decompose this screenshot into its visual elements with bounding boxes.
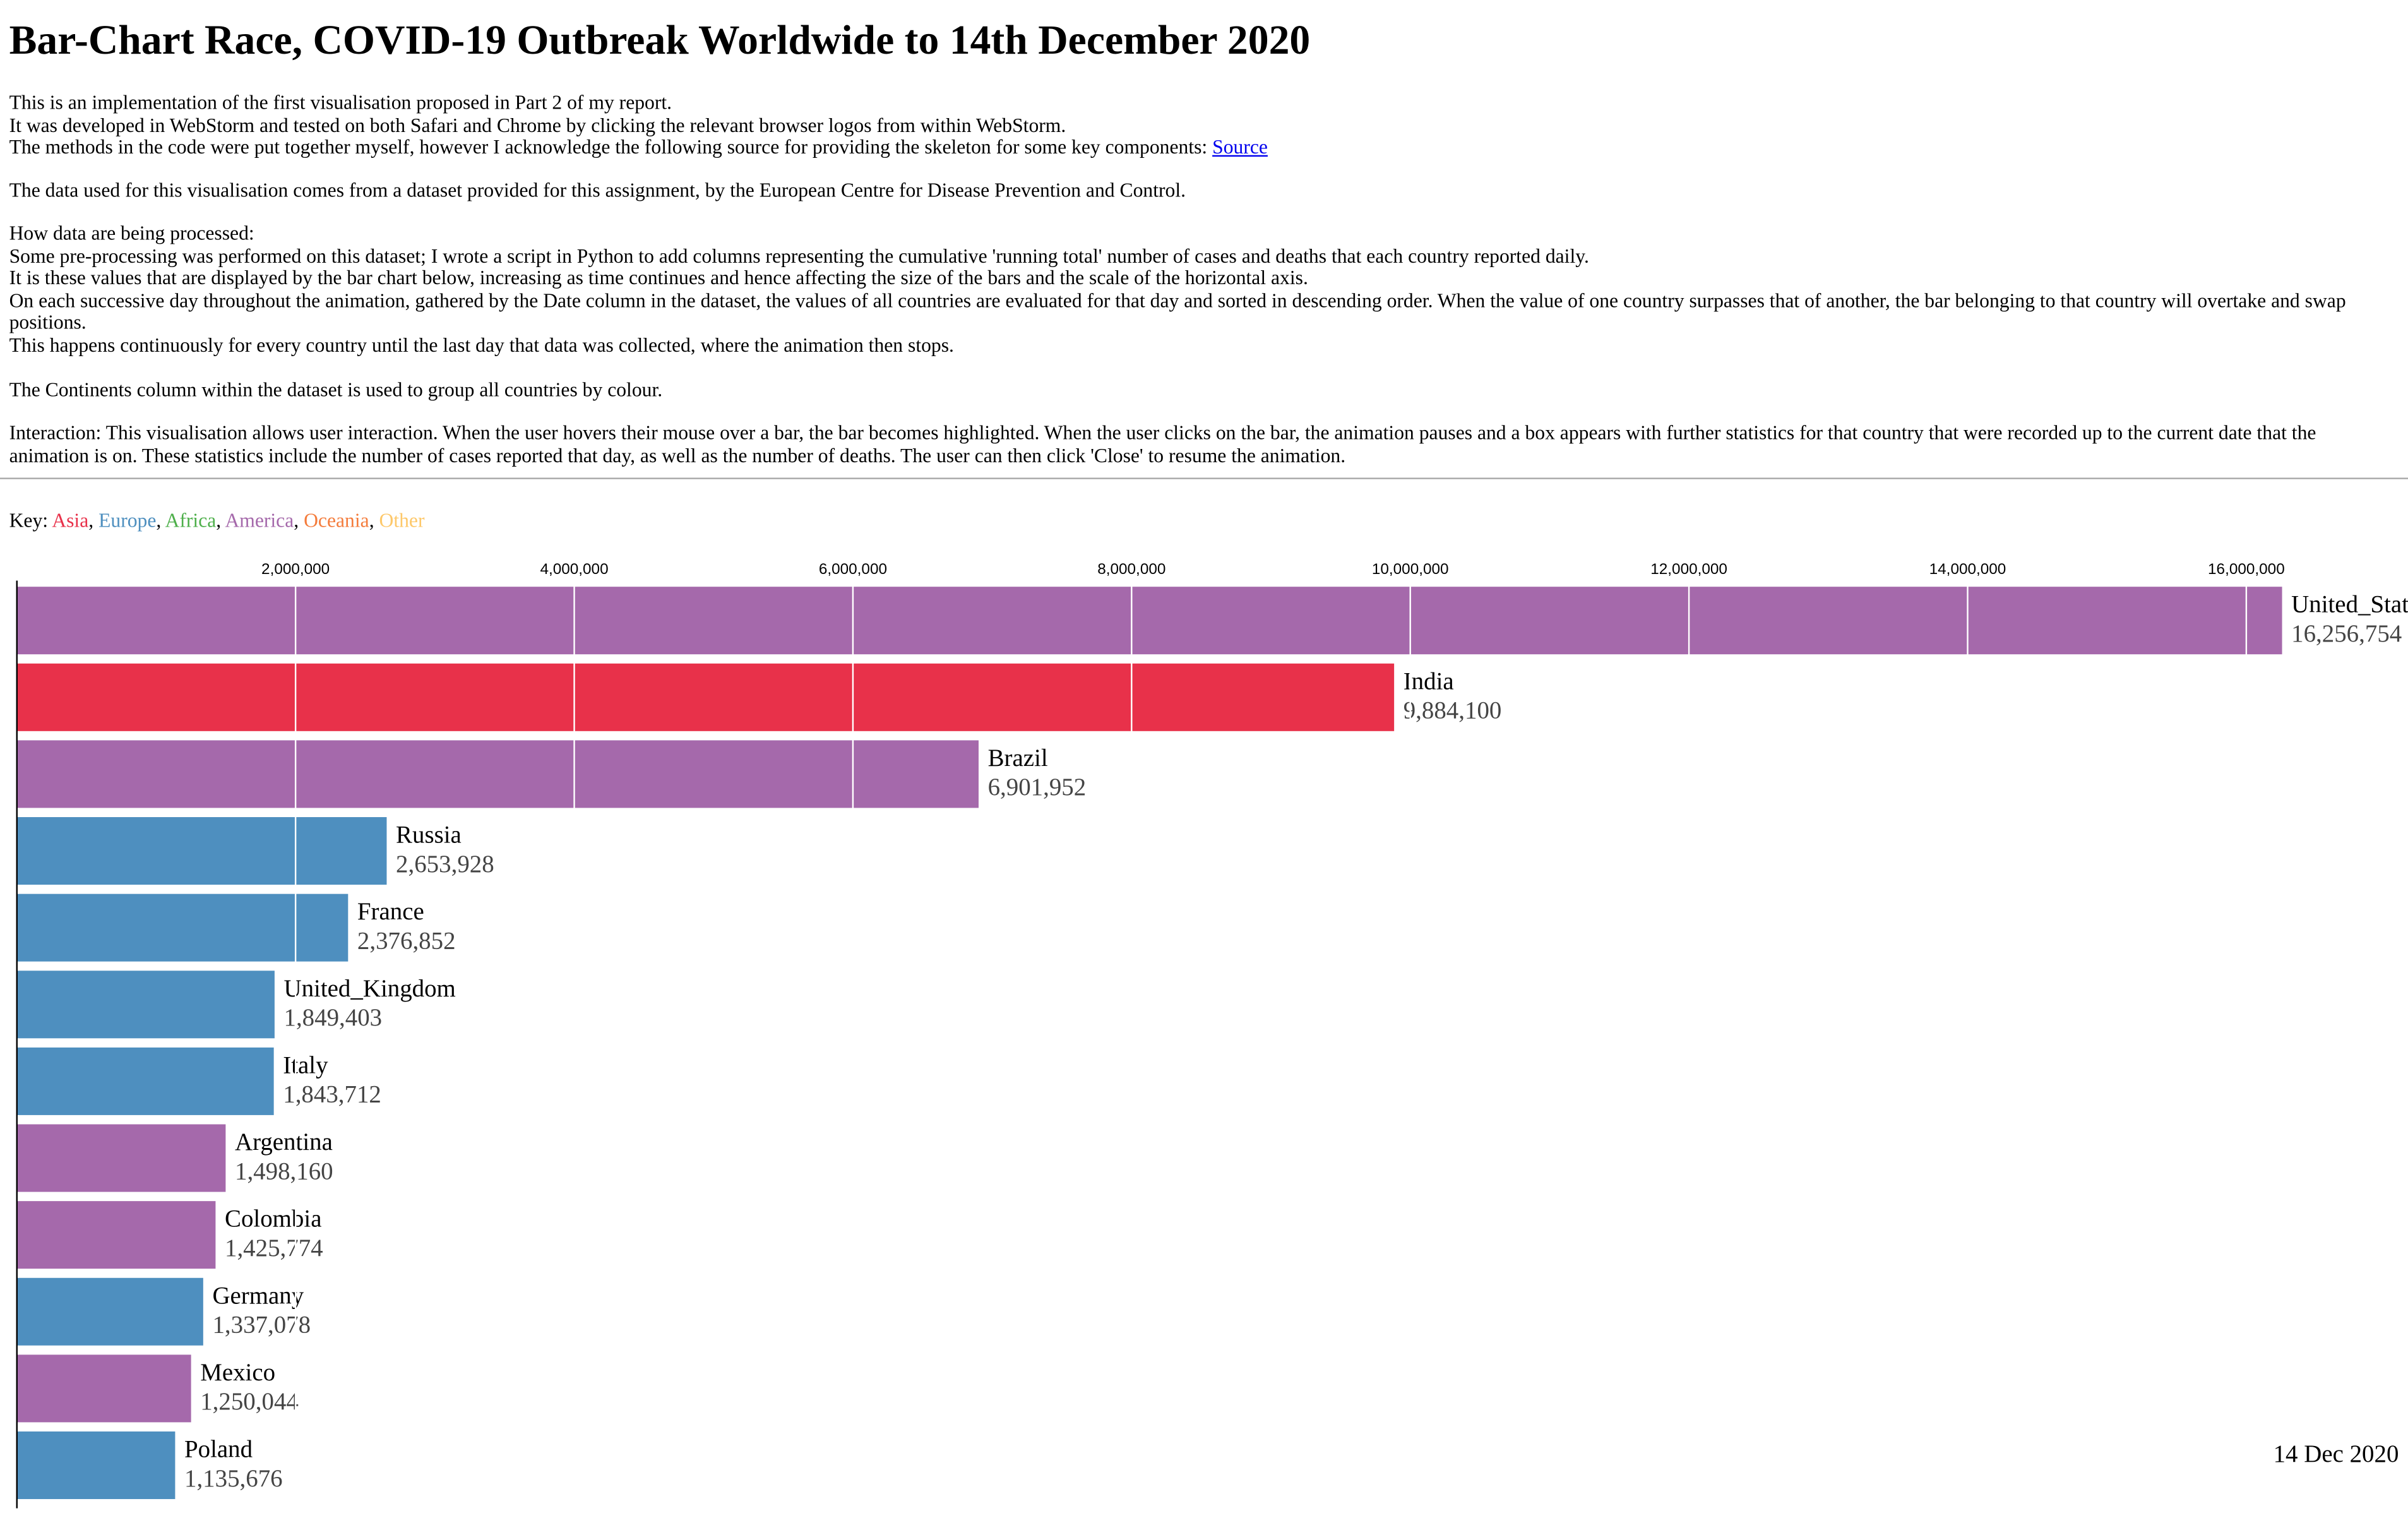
key-separator: ,	[294, 508, 304, 532]
x-tick-label: 8,000,000	[1097, 561, 1165, 578]
bar	[16, 1431, 176, 1500]
bar-label: Argentina	[235, 1128, 333, 1156]
x-tick-label: 4,000,000	[540, 561, 608, 578]
date-label: 14 Dec 2020	[2274, 1440, 2399, 1467]
processing-line: This happens continuously for every coun…	[9, 332, 954, 356]
processing: How data are being processed: Some pre-p…	[9, 221, 2382, 357]
bar	[16, 1201, 216, 1269]
intro-text: The methods in the code were put togethe…	[9, 135, 1208, 158]
key-separator: ,	[88, 508, 99, 532]
value-label: 1,425,774	[225, 1234, 323, 1262]
bar	[16, 971, 275, 1039]
x-tick-label: 2,000,000	[261, 561, 330, 578]
value-label: 16,256,754	[2291, 620, 2402, 647]
value-label: 1,498,160	[235, 1157, 333, 1185]
bar	[16, 1047, 274, 1115]
key-separator: ,	[369, 508, 379, 532]
intro: This is an implementation of the first v…	[9, 92, 2382, 159]
source-link[interactable]: Source	[1212, 135, 1268, 158]
page-title: Bar-Chart Race, COVID-19 Outbreak Worldw…	[9, 16, 1311, 63]
bar-label: United_Kingdom	[284, 975, 456, 1002]
value-label: 6,901,952	[988, 774, 1087, 801]
key-item: Europe	[98, 508, 157, 532]
value-label: 1,843,712	[283, 1081, 381, 1108]
bar	[16, 1124, 226, 1192]
bar-label: Brazil	[988, 744, 1048, 772]
key-item: Other	[379, 508, 425, 532]
bar	[16, 663, 1395, 731]
bar-label: Russia	[396, 822, 462, 849]
bar-label: Colombia	[225, 1205, 321, 1233]
x-tick-label: 10,000,000	[1372, 561, 1449, 578]
value-label: 2,653,928	[396, 851, 494, 878]
value-label: 1,337,078	[212, 1312, 311, 1339]
key-item: Asia	[52, 508, 89, 532]
bar-label: France	[357, 898, 424, 925]
bar-label: Mexico	[200, 1359, 275, 1386]
bar	[16, 1277, 203, 1346]
data-note: The data used for this visualisation com…	[9, 178, 1186, 201]
x-tick-label: 12,000,000	[1650, 561, 1727, 578]
key-separator: ,	[216, 508, 225, 532]
processing-line: How data are being processed:	[9, 221, 254, 244]
intro-line: It was developed in WebStorm and tested …	[9, 112, 1066, 136]
processing-line: Some pre-processing was performed on thi…	[9, 243, 1589, 267]
bar-label: India	[1404, 667, 1454, 695]
key-item: America	[225, 508, 294, 532]
bar-label: Germany	[212, 1282, 304, 1309]
bar	[16, 587, 2282, 655]
x-tick-label: 14,000,000	[1929, 561, 2006, 578]
x-tick-label: 6,000,000	[819, 561, 887, 578]
bar-label: United_States_of_America	[2291, 591, 2408, 618]
bar	[16, 893, 349, 962]
divider	[0, 477, 2408, 479]
value-label: 9,884,100	[1404, 697, 1502, 724]
x-tick-label: 16,000,000	[2208, 561, 2285, 578]
bar	[16, 740, 979, 808]
bar-label: Italy	[283, 1051, 328, 1079]
value-label: 1,849,403	[284, 1004, 383, 1031]
intro-line: The methods in the code were put togethe…	[9, 136, 2382, 158]
continents-note: The Continents column within the dataset…	[9, 378, 663, 401]
intro-line: This is an implementation of the first v…	[9, 90, 672, 114]
key-label: Key:	[9, 508, 49, 532]
key-item: Oceania	[304, 508, 369, 532]
processing-line: On each successive day throughout the an…	[9, 288, 2346, 333]
key: Key: Asia, Europe, Africa, America, Ocea…	[9, 508, 2382, 532]
bar-label: Poland	[184, 1436, 253, 1463]
key-separator: ,	[156, 508, 165, 532]
bar	[16, 817, 387, 885]
bar	[16, 1354, 191, 1423]
interaction-note: Interaction: This visualisation allows u…	[9, 421, 2316, 467]
value-label: 2,376,852	[357, 927, 456, 954]
value-label: 1,250,044	[200, 1388, 299, 1415]
value-label: 1,135,676	[184, 1465, 283, 1492]
key-item: Africa	[165, 508, 217, 532]
processing-line: It is these values that are displayed by…	[9, 265, 1308, 289]
